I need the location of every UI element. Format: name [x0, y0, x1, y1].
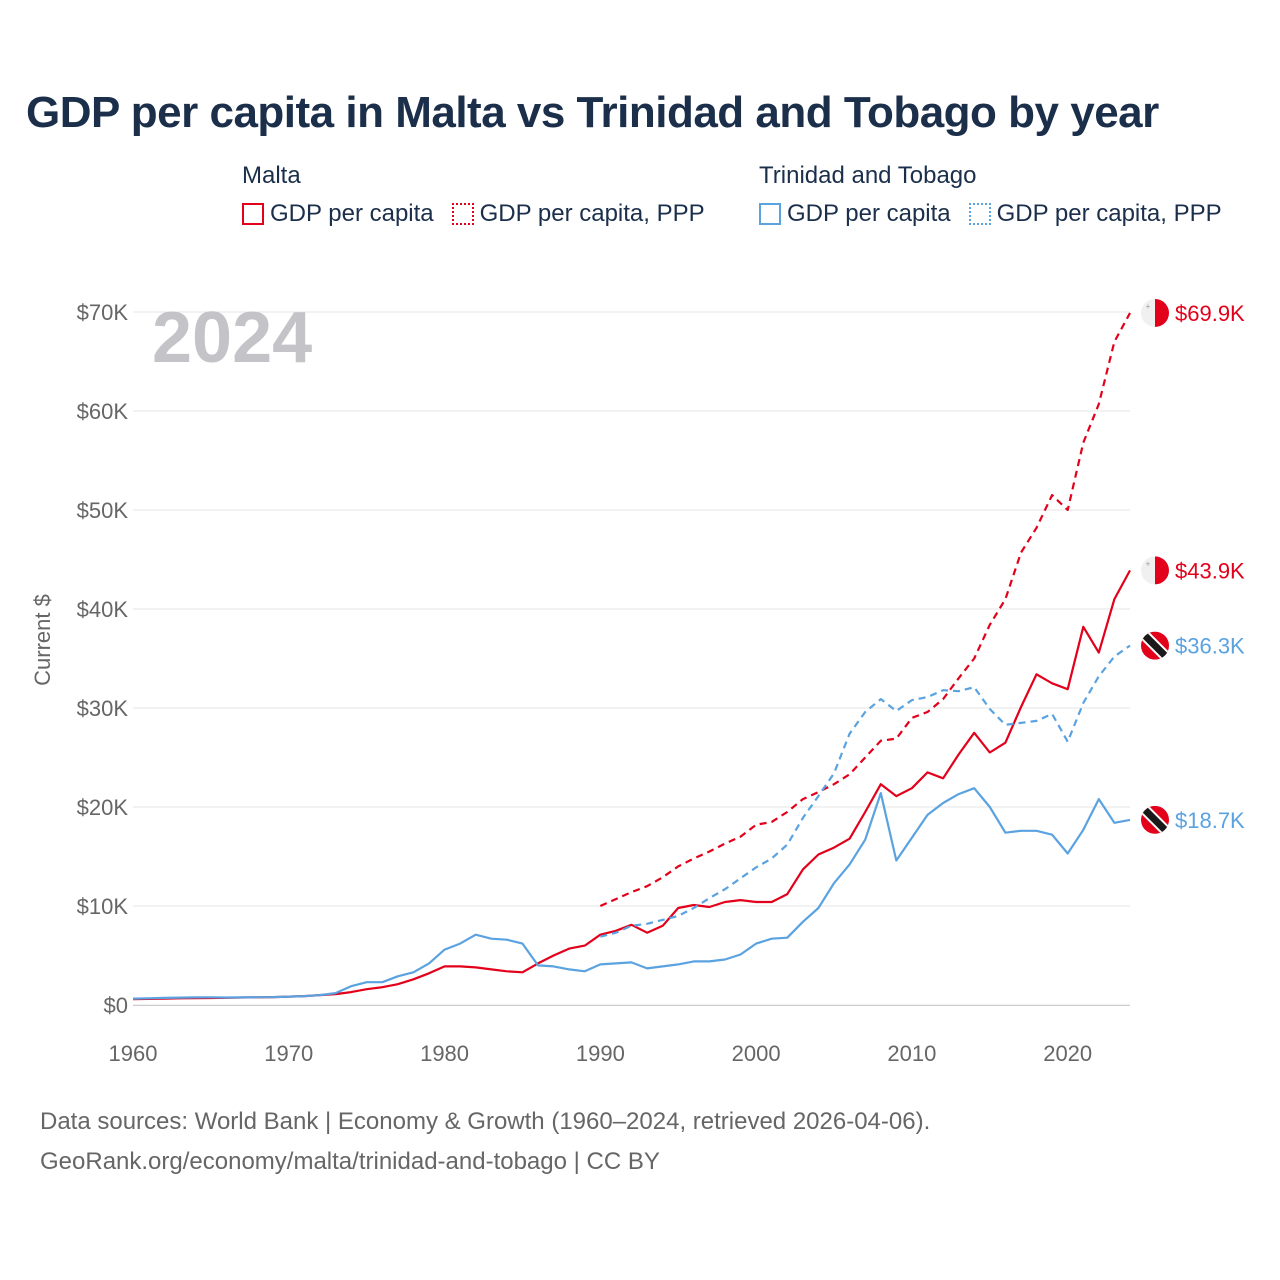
end-value-label: $69.9K [1175, 301, 1245, 326]
legend-group-trinidad-and-tobago: Trinidad and Tobago GDP per capita GDP p… [759, 162, 1222, 228]
legend-swatch-tt-gdp-ppp [968, 203, 991, 225]
x-tick-label: 2020 [1043, 1041, 1092, 1066]
y-tick-label: $60K [77, 399, 129, 424]
axis-layer: $0 $10K $20K $30K $40K $50K $60K $70K 1960 1970 19… [30, 300, 1130, 1066]
trinidad-flag-icon [1141, 805, 1169, 834]
legend-swatch-malta-gdp [242, 203, 264, 225]
legend-group-title-malta: Malta [242, 162, 301, 189]
series-line-trinidad-and-tobago-gdp-per-capita [132, 787, 1131, 1000]
x-tick-label: 1970 [264, 1041, 313, 1066]
legend-item-tt-gdp-ppp[interactable]: GDP per capita, PPP [968, 200, 1222, 228]
footer-link[interactable]: GeoRank.org/economy/malta/trinidad-and-t… [40, 1148, 660, 1175]
series-line-malta-gdp-per-capita-ppp [599, 312, 1131, 908]
malta-flag-icon: + [1141, 298, 1169, 327]
footer-source: Data sources: World Bank | Economy & Gro… [40, 1108, 931, 1135]
series-layer [132, 312, 1131, 1001]
legend-item-malta-gdp-ppp[interactable]: GDP per capita, PPP [451, 200, 705, 228]
year-watermark: 2024 [152, 298, 312, 378]
series-line-malta-gdp-per-capita [132, 569, 1131, 1001]
y-tick-label: $70K [77, 300, 129, 325]
svg-text:+: + [1146, 302, 1151, 311]
end-value-label: $43.9K [1175, 558, 1245, 583]
x-tick-label: 2000 [732, 1041, 781, 1066]
legend-swatch-malta-gdp-ppp [451, 203, 474, 225]
y-tick-label: $30K [77, 696, 129, 721]
series-line-trinidad-and-tobago-gdp-per-capita-ppp [600, 644, 1131, 938]
x-tick-label: 1960 [109, 1041, 158, 1066]
y-tick-label: $40K [77, 597, 129, 622]
svg-text:+: + [1146, 559, 1151, 568]
y-tick-label: $10K [77, 894, 129, 919]
trinidad-flag-icon [1141, 631, 1169, 660]
legend-label-tt-gdp-ppp: GDP per capita, PPP [996, 200, 1222, 227]
x-tick-label: 1980 [420, 1041, 469, 1066]
legend-group-malta: Malta GDP per capita GDP per capita, PPP [242, 162, 705, 228]
y-tick-label: $0 [104, 993, 128, 1018]
legend-label-malta-gdp: GDP per capita [270, 200, 434, 227]
y-tick-label: $20K [77, 795, 129, 820]
end-label-layer: + $43.9K + $69.9K $18.7K $36.3K [1141, 298, 1245, 834]
legend-swatch-tt-gdp [759, 203, 781, 225]
end-value-label: $36.3K [1175, 634, 1245, 659]
legend-group-title-trinidad-and-tobago: Trinidad and Tobago [759, 162, 977, 189]
legend-label-tt-gdp: GDP per capita [787, 200, 951, 227]
grid-layer [133, 311, 1130, 1006]
legend-item-tt-gdp[interactable]: GDP per capita [759, 200, 951, 228]
malta-flag-icon: + [1141, 556, 1169, 585]
x-tick-label: 1990 [576, 1041, 625, 1066]
x-tick-label: 2010 [887, 1041, 936, 1066]
y-axis-label: Current $ [30, 594, 55, 686]
y-tick-label: $50K [77, 498, 129, 523]
legend-label-malta-gdp-ppp: GDP per capita, PPP [479, 200, 705, 227]
chart-title: GDP per capita in Malta vs Trinidad and … [26, 88, 1159, 137]
legend-item-malta-gdp[interactable]: GDP per capita [242, 200, 434, 228]
end-value-label: $18.7K [1175, 808, 1245, 833]
